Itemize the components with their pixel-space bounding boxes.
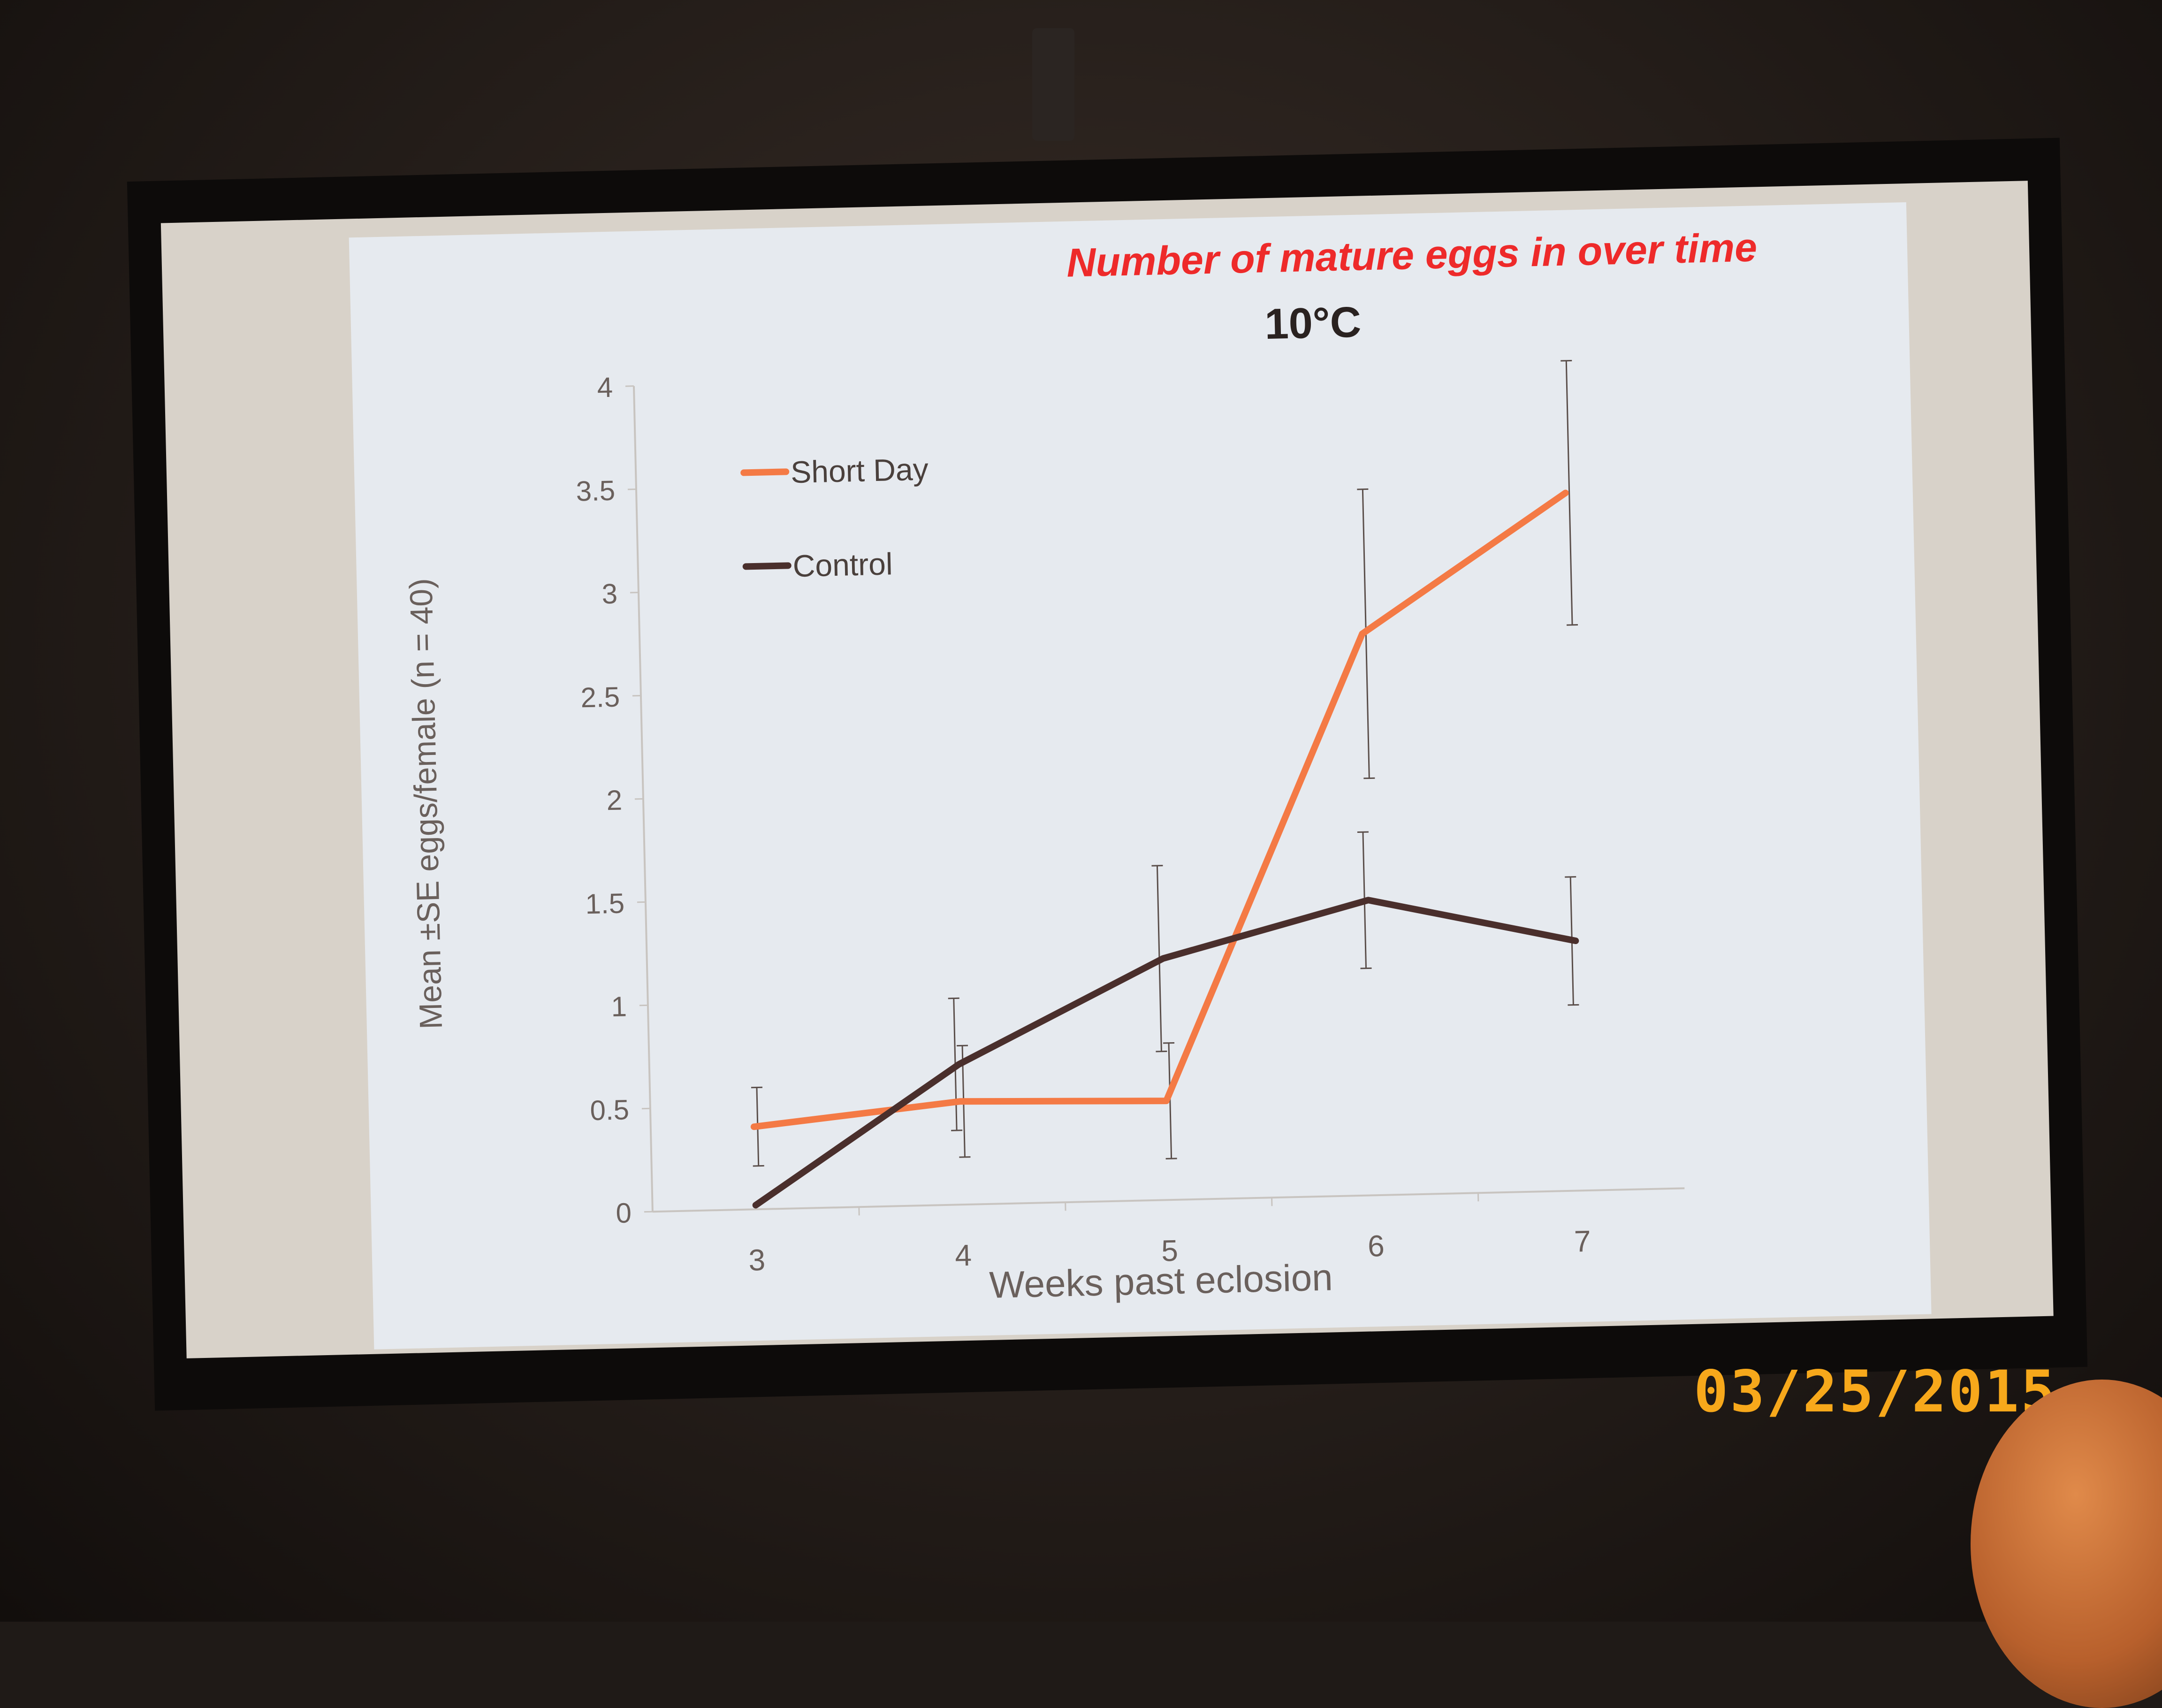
error-bar-cap xyxy=(951,1130,962,1131)
legend: Short Day Control xyxy=(743,451,931,584)
legend-swatch xyxy=(744,472,786,473)
x-tick-label: 6 xyxy=(1367,1229,1385,1263)
y-tick-label: 2 xyxy=(606,784,623,816)
y-tick-label: 0.5 xyxy=(590,1094,630,1126)
legend-label: Short Day xyxy=(790,451,929,489)
chart-title: 10°C xyxy=(1264,298,1362,348)
y-tick-label: 1.5 xyxy=(585,887,625,920)
projector-screen: Number of mature eggs in over time 10°C … xyxy=(127,138,2087,1411)
error-bar-cap xyxy=(948,998,959,999)
x-axis-line xyxy=(653,1188,1684,1212)
y-tick-label: 3 xyxy=(601,578,618,610)
screen-surface: Number of mature eggs in over time 10°C … xyxy=(161,181,2054,1358)
series-line-short-day xyxy=(740,493,1579,1127)
error-bar-cap xyxy=(959,1157,970,1158)
y-tick-label: 3.5 xyxy=(576,475,616,507)
x-tick-label: 3 xyxy=(748,1243,766,1277)
date-stamp: 03/25/2015 xyxy=(1694,1358,2057,1425)
y-tick-label: 2.5 xyxy=(580,681,620,714)
x-tick-label: 4 xyxy=(955,1238,972,1273)
series-line-control xyxy=(749,895,1582,1205)
error-bar-cap xyxy=(1156,1051,1167,1052)
y-axis-label: Mean ±SE eggs/female (n = 40) xyxy=(403,578,449,1029)
x-tick-label: 7 xyxy=(1574,1224,1591,1258)
legend-swatch xyxy=(746,565,788,566)
legend-label: Control xyxy=(792,546,893,583)
series-lines xyxy=(740,493,1581,1205)
screen-hanger xyxy=(1032,28,1074,141)
y-tick-label: 4 xyxy=(597,372,613,404)
x-tick-label: 5 xyxy=(1161,1234,1178,1268)
error-bar-cap xyxy=(751,1087,762,1088)
y-tick-label: 1 xyxy=(611,991,627,1022)
axes: 0 0.5 1 1.5 2 2.5 3 3.5 4 3 4 5 6 7 xyxy=(573,348,1686,1281)
presentation-slide: Number of mature eggs in over time 10°C … xyxy=(349,202,1932,1350)
error-bar-cap xyxy=(957,1045,968,1046)
error-bar-cap xyxy=(1163,1043,1174,1044)
y-tick-label: 0 xyxy=(616,1197,632,1229)
line-chart: 10°C Mean ±SE eggs/female (n = 40) Weeks… xyxy=(349,202,1932,1350)
x-axis-label: Weeks past eclosion xyxy=(989,1256,1333,1306)
